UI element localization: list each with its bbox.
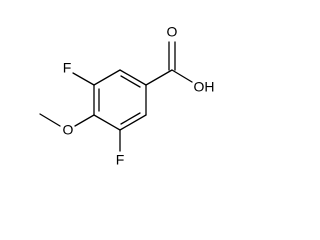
bond: [119, 69, 147, 86]
atom-label: O: [167, 24, 178, 40]
page: F O F O OH (() => { const data = JSON.pa…: [39, 23, 215, 168]
structure: F O F O OH: [39, 24, 215, 168]
bond: [72, 72, 95, 86]
bond: [39, 113, 61, 127]
bond: [119, 114, 147, 131]
atom-label: F: [116, 152, 125, 168]
double-bond: [120, 112, 141, 125]
atom-label: F: [63, 60, 72, 76]
atom-label: OH: [194, 79, 215, 95]
atom-label: O: [63, 122, 74, 138]
double-bond: [120, 75, 141, 88]
bonds: [39, 41, 193, 152]
bond: [171, 69, 193, 83]
bond: [93, 69, 121, 86]
bond: [145, 69, 173, 86]
bond: [74, 114, 95, 127]
bond: [93, 114, 121, 131]
